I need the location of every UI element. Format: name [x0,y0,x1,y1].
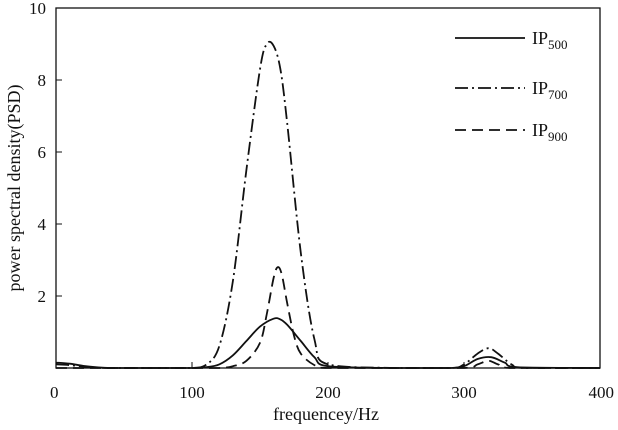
y-tick-label: 10 [29,0,46,18]
y-tick-label: 8 [38,71,47,90]
legend-label-900: IP900 [532,120,568,144]
series-layer [55,40,601,369]
y-axis-title: power spectral density(PSD) [4,85,25,292]
series-line-700 [55,40,600,369]
y-axis-ticks: 2 4 6 8 10 [29,0,62,306]
series-line-900 [56,266,600,369]
legend: IP500 IP700 IP900 [455,28,568,144]
x-axis-title: frequencey/Hz [273,404,379,424]
y-tick-label: 4 [38,215,47,234]
legend-label-500: IP500 [532,28,568,52]
x-axis-ticks: 0 100 200 300 400 [50,362,614,402]
x-tick-label: 200 [315,383,341,402]
series-line-500 [55,317,601,369]
x-tick-label: 300 [451,383,477,402]
x-tick-label: 0 [50,383,59,402]
x-tick-label: 400 [589,383,615,402]
plot-frame [55,7,601,369]
legend-label-700: IP700 [532,78,568,102]
x-tick-label: 100 [179,383,205,402]
y-tick-label: 2 [38,287,47,306]
y-tick-label: 6 [38,143,47,162]
plot-border [55,7,601,369]
